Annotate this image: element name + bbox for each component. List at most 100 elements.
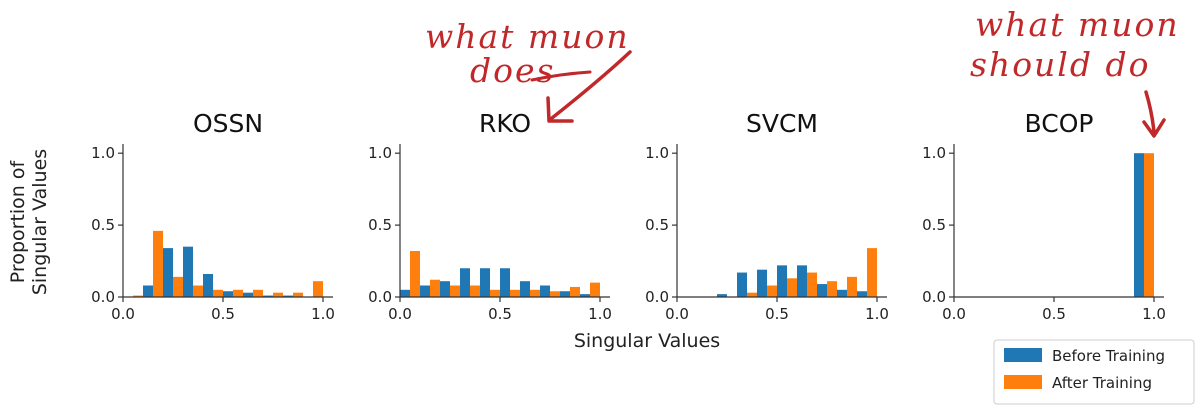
annotation-muon-should: what muon should do <box>970 5 1178 138</box>
bar-before <box>480 268 490 297</box>
panel-title: SVCM <box>746 109 818 138</box>
bar-after <box>807 272 817 297</box>
bar-before <box>797 265 807 297</box>
legend-swatch-after <box>1004 375 1042 389</box>
legend-label-after: After Training <box>1052 374 1152 392</box>
panel-title: OSSN <box>193 109 263 138</box>
bar-after <box>133 295 143 297</box>
bar-before <box>817 284 827 297</box>
bar-before <box>223 291 233 297</box>
bar-after <box>430 279 440 297</box>
x-tick-label: 0.5 <box>1042 305 1066 323</box>
bar-after <box>570 286 580 297</box>
bar-before <box>440 281 450 297</box>
bar-after <box>510 289 520 297</box>
bar-after <box>827 281 837 297</box>
bar-after <box>787 278 797 297</box>
y-tick-label: 0.0 <box>922 288 946 306</box>
bar-after <box>470 285 480 297</box>
x-tick-label: 0.0 <box>665 305 689 323</box>
bar-before <box>183 246 193 297</box>
x-tick-label: 1.0 <box>588 305 612 323</box>
x-tick-label: 1.0 <box>865 305 889 323</box>
bar-after <box>450 285 460 297</box>
bar-after <box>233 289 243 297</box>
panel-title: RKO <box>479 109 531 138</box>
bar-after <box>550 291 560 297</box>
annotation-muon-should-line2: should do <box>970 45 1150 84</box>
y-tick-label: 0.0 <box>368 288 392 306</box>
y-axis-label-line1: Proportion of <box>7 159 29 283</box>
bar-after <box>867 248 877 297</box>
bar-before <box>1134 153 1144 297</box>
bar-before <box>143 285 153 297</box>
panel-4: BCOP 0.0 0.5 1.0 0.0 0.5 1.0 <box>922 109 1166 323</box>
bar-before <box>520 281 530 297</box>
bar-before <box>737 272 747 297</box>
bar-before <box>400 289 410 297</box>
bar-before <box>243 292 253 297</box>
bar-before <box>163 248 173 297</box>
bar-before <box>420 285 430 297</box>
bar-before <box>580 294 590 297</box>
bar-after <box>213 289 223 297</box>
y-tick-label: 0.5 <box>91 216 115 234</box>
annotation-arrow-icon <box>550 50 632 120</box>
bar-before <box>283 295 293 297</box>
panel-2: RKO 0.0 0.5 1.0 0.0 0.5 1.0 <box>368 109 612 323</box>
bar-before <box>857 291 867 297</box>
bar-before <box>757 269 767 297</box>
x-tick-label: 0.5 <box>488 305 512 323</box>
bar-after <box>273 292 283 297</box>
y-tick-label: 1.0 <box>922 144 946 162</box>
bar-after <box>410 250 420 297</box>
legend-frame <box>993 339 1195 405</box>
bar-after <box>530 289 540 297</box>
bar-before <box>717 294 727 297</box>
bar-before <box>460 268 470 297</box>
x-tick-label: 0.0 <box>111 305 135 323</box>
bar-after <box>173 276 183 297</box>
y-tick-label: 0.5 <box>922 216 946 234</box>
y-tick-label: 1.0 <box>368 144 392 162</box>
bar-before <box>777 265 787 297</box>
panel-title: BCOP <box>1025 109 1094 138</box>
y-tick-label: 0.0 <box>645 288 669 306</box>
legend: Before Training After Training <box>993 339 1195 405</box>
annotation-underline-stroke <box>530 70 592 82</box>
annotation-muon-does-line1: what muon <box>425 17 630 56</box>
y-tick-label: 0.5 <box>368 216 392 234</box>
bar-after <box>590 282 600 297</box>
bar-after <box>253 289 263 297</box>
bar-after <box>153 230 163 297</box>
x-tick-label: 1.0 <box>311 305 335 323</box>
y-tick-label: 1.0 <box>91 144 115 162</box>
bar-after <box>847 276 857 297</box>
annotation-arrowhead-icon <box>546 96 574 123</box>
y-tick-label: 0.0 <box>91 288 115 306</box>
bar-before <box>560 291 570 297</box>
bar-after <box>293 292 303 297</box>
annotation-muon-does-line2: does <box>470 51 555 90</box>
x-tick-label: 0.0 <box>942 305 966 323</box>
x-tick-label: 0.5 <box>211 305 235 323</box>
legend-label-before: Before Training <box>1052 347 1165 365</box>
panel-3: SVCM 0.0 0.5 1.0 0.0 0.5 1.0 <box>645 109 889 323</box>
x-tick-label: 1.0 <box>1142 305 1166 323</box>
y-tick-label: 0.5 <box>645 216 669 234</box>
panel-1: OSSN 0.0 0.5 1.0 0.0 0.5 1.0 <box>91 109 335 323</box>
y-axis-label-line2: Singular Values <box>29 149 51 295</box>
bar-before <box>540 285 550 297</box>
bar-after <box>193 285 203 297</box>
x-axis-label: Singular Values <box>574 330 720 352</box>
bar-after <box>490 289 500 297</box>
annotation-down-arrowhead-icon <box>1142 118 1166 138</box>
bar-before <box>837 289 847 297</box>
bar-after <box>1144 153 1154 297</box>
y-tick-label: 1.0 <box>645 144 669 162</box>
bar-before <box>203 273 213 297</box>
x-tick-label: 0.0 <box>388 305 412 323</box>
bar-before <box>263 295 273 297</box>
x-tick-label: 0.5 <box>765 305 789 323</box>
